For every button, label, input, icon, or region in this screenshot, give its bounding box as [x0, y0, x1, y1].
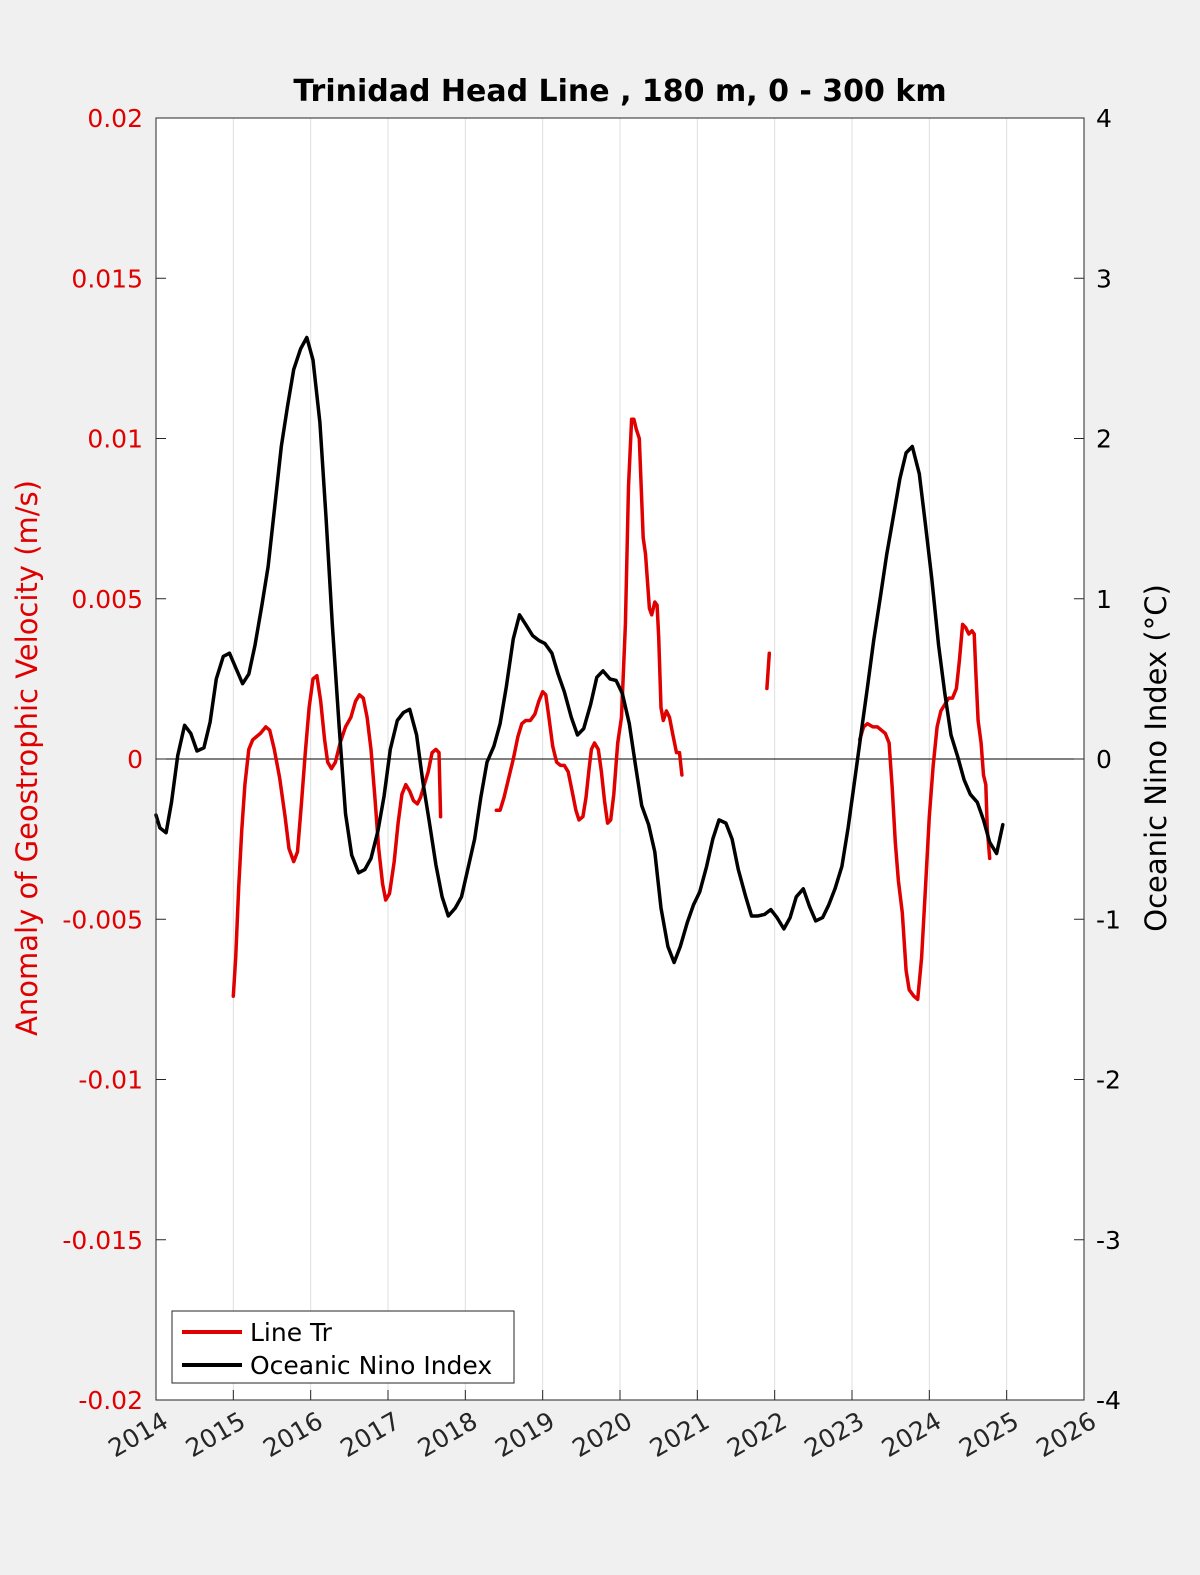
legend: Line Tr Oceanic Nino Index [171, 1310, 515, 1384]
left-axis-ticks: -0.02 -0.015 -0.01 -0.005 0 0.005 0.01 0.015 0.0… [62, 104, 166, 1415]
right-tick-label-1: -1 [1096, 905, 1121, 934]
legend-box [171, 1310, 515, 1384]
right-tick-label-1: 1 [1096, 585, 1112, 614]
left-tick-label-0-01: 0.01 [87, 425, 143, 454]
right-tick-label-4: 4 [1096, 104, 1112, 133]
left-tick-label-0: 0 [127, 745, 143, 774]
right-tick-label-2: -2 [1096, 1066, 1121, 1095]
right-axis-label: Oceanic Nino Index (°C) [1139, 584, 1173, 932]
chart-title: Trinidad Head Line , 180 m, 0 - 300 km [293, 74, 946, 109]
series-line-tr-segment-4 [857, 622, 992, 1002]
left-tick-label-0-015: 0.015 [71, 264, 143, 293]
series-line-tr-segment-1 [231, 673, 443, 998]
legend-label-oni: Oceanic Nino Index [250, 1351, 492, 1380]
series-line-tr-segment-2 [494, 417, 684, 825]
left-tick-label-0-01: -0.01 [78, 1066, 143, 1095]
series-oceanic-nino-index-segment-1 [154, 335, 1005, 965]
right-tick-label-4: -4 [1096, 1386, 1121, 1415]
right-tick-label-0: 0 [1096, 745, 1112, 774]
left-tick-label-0-02: 0.02 [87, 104, 143, 133]
series-line-tr-segment-3 [765, 651, 772, 691]
left-tick-label-0-015: -0.015 [62, 1226, 143, 1255]
left-tick-label-0-02: -0.02 [78, 1386, 143, 1415]
series-layer [154, 335, 1005, 1002]
right-axis-ticks: -4 -3 -2 -1 0 1 2 3 4 [1074, 104, 1121, 1415]
right-tick-label-3: -3 [1096, 1226, 1121, 1255]
left-tick-label-0-005: -0.005 [62, 905, 143, 934]
left-axis-label: Anomaly of Geostrophic Velocity (m/s) [10, 480, 44, 1036]
right-tick-label-2: 2 [1096, 425, 1112, 454]
right-tick-label-3: 3 [1096, 264, 1112, 293]
left-tick-label-0-005: 0.005 [71, 585, 143, 614]
legend-label-line-tr: Line Tr [250, 1318, 333, 1347]
